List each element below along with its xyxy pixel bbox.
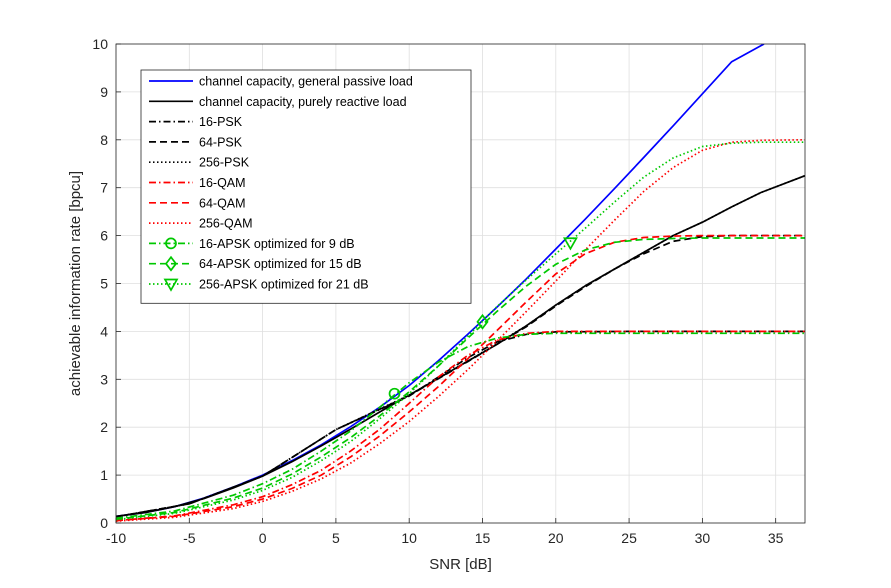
y-tick-label: 9 bbox=[100, 84, 108, 100]
legend-marker bbox=[164, 255, 178, 272]
x-tick-label: 15 bbox=[475, 530, 491, 546]
legend-label: 64-APSK optimized for 15 dB bbox=[199, 257, 362, 271]
x-tick-label: 30 bbox=[695, 530, 711, 546]
y-tick-label: 2 bbox=[100, 419, 108, 435]
legend-label: 16-PSK bbox=[199, 115, 243, 129]
x-tick-label: 5 bbox=[332, 530, 340, 546]
x-tick-label: 35 bbox=[768, 530, 784, 546]
legend-marker bbox=[163, 278, 179, 292]
series-line-4 bbox=[116, 174, 805, 518]
series-line-6 bbox=[116, 234, 805, 522]
y-tick-label: 7 bbox=[100, 180, 108, 196]
y-tick-label: 10 bbox=[92, 36, 108, 52]
x-tick-label: 20 bbox=[548, 530, 564, 546]
legend-label: 16-APSK optimized for 9 dB bbox=[199, 237, 355, 251]
legend-marker bbox=[165, 237, 177, 250]
series-layer bbox=[116, 44, 805, 522]
y-tick-label: 1 bbox=[100, 467, 108, 483]
marker-layer bbox=[388, 237, 578, 400]
y-tick-label: 6 bbox=[100, 228, 108, 244]
legend-label: 64-QAM bbox=[199, 196, 246, 210]
y-tick-label: 0 bbox=[100, 515, 108, 531]
legend-label: channel capacity, general passive load bbox=[199, 75, 413, 89]
x-tick-label: -5 bbox=[183, 530, 196, 546]
y-tick-label: 4 bbox=[100, 323, 108, 339]
x-tick-label: -10 bbox=[106, 530, 126, 546]
series-marker-10 bbox=[562, 237, 578, 251]
series-line-8 bbox=[116, 332, 805, 520]
legend-box bbox=[140, 69, 472, 304]
legend-label: 256-APSK optimized for 21 dB bbox=[199, 278, 369, 292]
legend: channel capacity, general passive load ch… bbox=[140, 69, 472, 304]
x-tick-label: 0 bbox=[259, 530, 267, 546]
x-tick-label: 25 bbox=[621, 530, 637, 546]
series-marker-9 bbox=[476, 313, 489, 330]
legend-label: 64-PSK bbox=[199, 135, 243, 149]
axis-ticks: -10 -5 0 5 10 15 20 25 30 35 0 1 2 3 4 5 6 7 8 9 10 bbox=[92, 36, 783, 546]
legend-label: 256-QAM bbox=[199, 217, 253, 231]
series-line-9 bbox=[116, 237, 805, 521]
y-axis-label: achievable information rate [bpcu] bbox=[67, 171, 84, 396]
y-tick-label: 5 bbox=[100, 276, 108, 292]
series-line-5 bbox=[116, 330, 805, 522]
y-tick-label: 3 bbox=[100, 371, 108, 387]
y-tick-label: 8 bbox=[100, 132, 108, 148]
legend-label: 16-QAM bbox=[199, 176, 246, 190]
x-axis-label: SNR [dB] bbox=[429, 556, 492, 573]
series-line-3 bbox=[116, 234, 805, 518]
legend-label: channel capacity, purely reactive load bbox=[199, 95, 407, 109]
x-tick-label: 10 bbox=[401, 530, 417, 546]
legend-label: 256-PSK bbox=[199, 156, 250, 170]
series-marker-8 bbox=[388, 387, 401, 400]
series-line-10 bbox=[116, 141, 805, 521]
